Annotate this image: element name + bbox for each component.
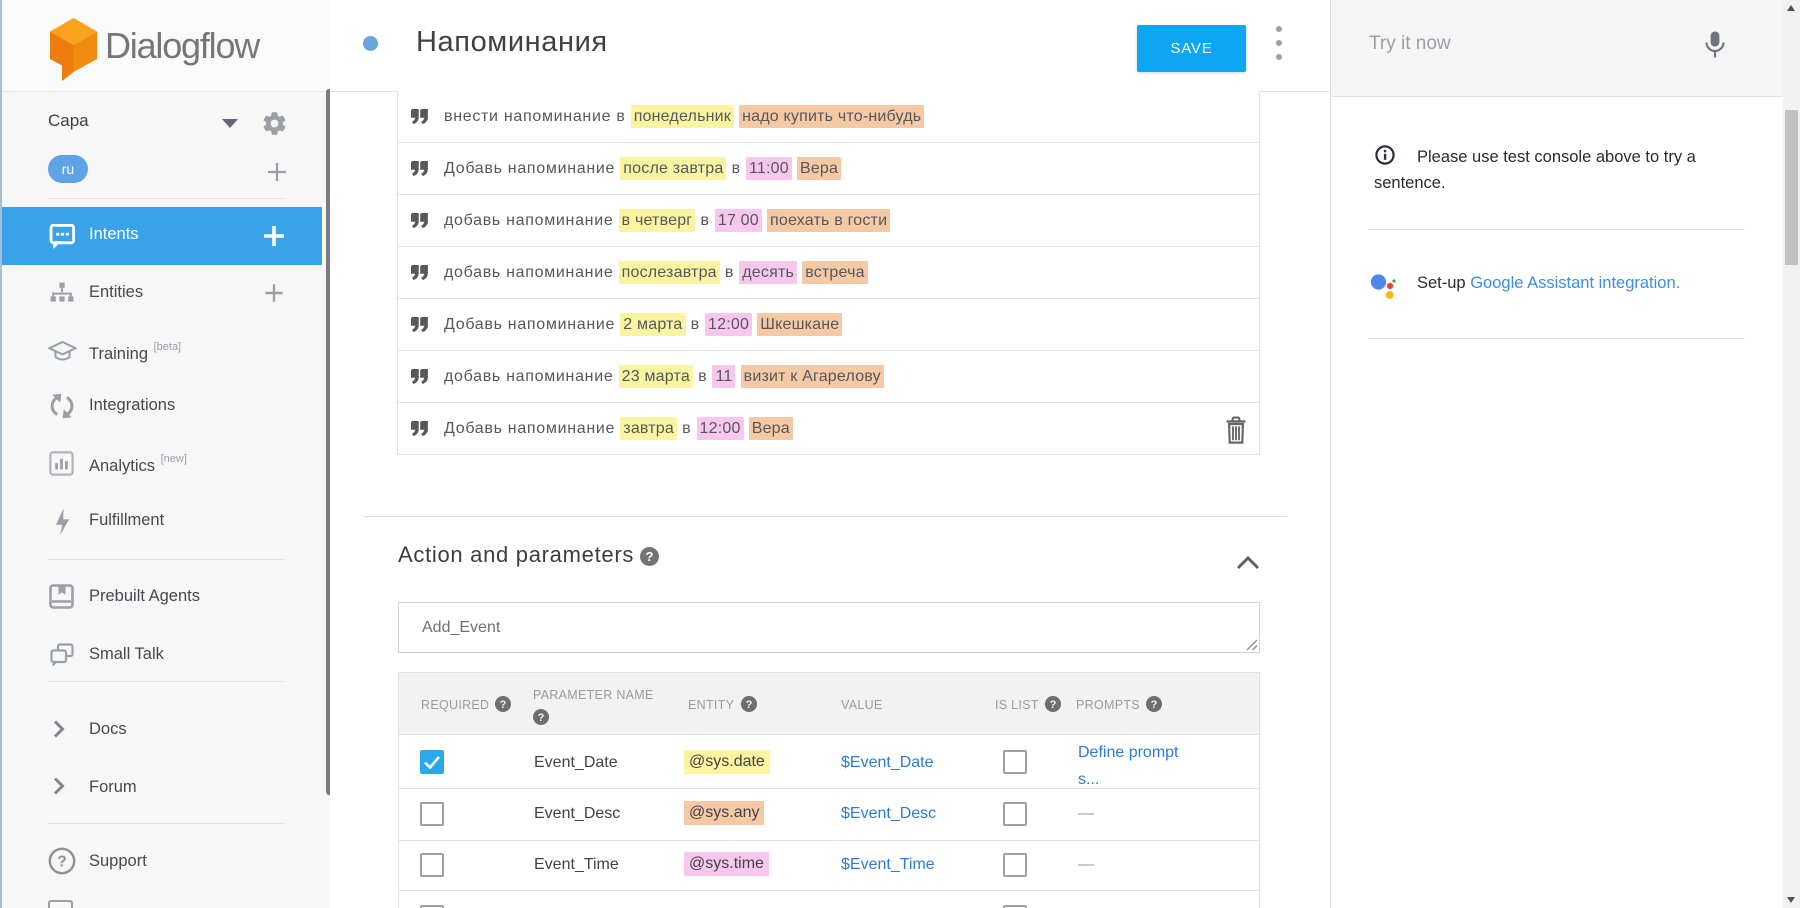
svg-text:?: ? <box>1151 699 1158 711</box>
svg-text:?: ? <box>746 699 753 711</box>
svg-text:?: ? <box>57 854 66 871</box>
svg-text:?: ? <box>538 712 545 724</box>
svg-text:?: ? <box>646 549 654 564</box>
svg-text:?: ? <box>500 699 507 711</box>
svg-text:?: ? <box>1050 699 1057 711</box>
